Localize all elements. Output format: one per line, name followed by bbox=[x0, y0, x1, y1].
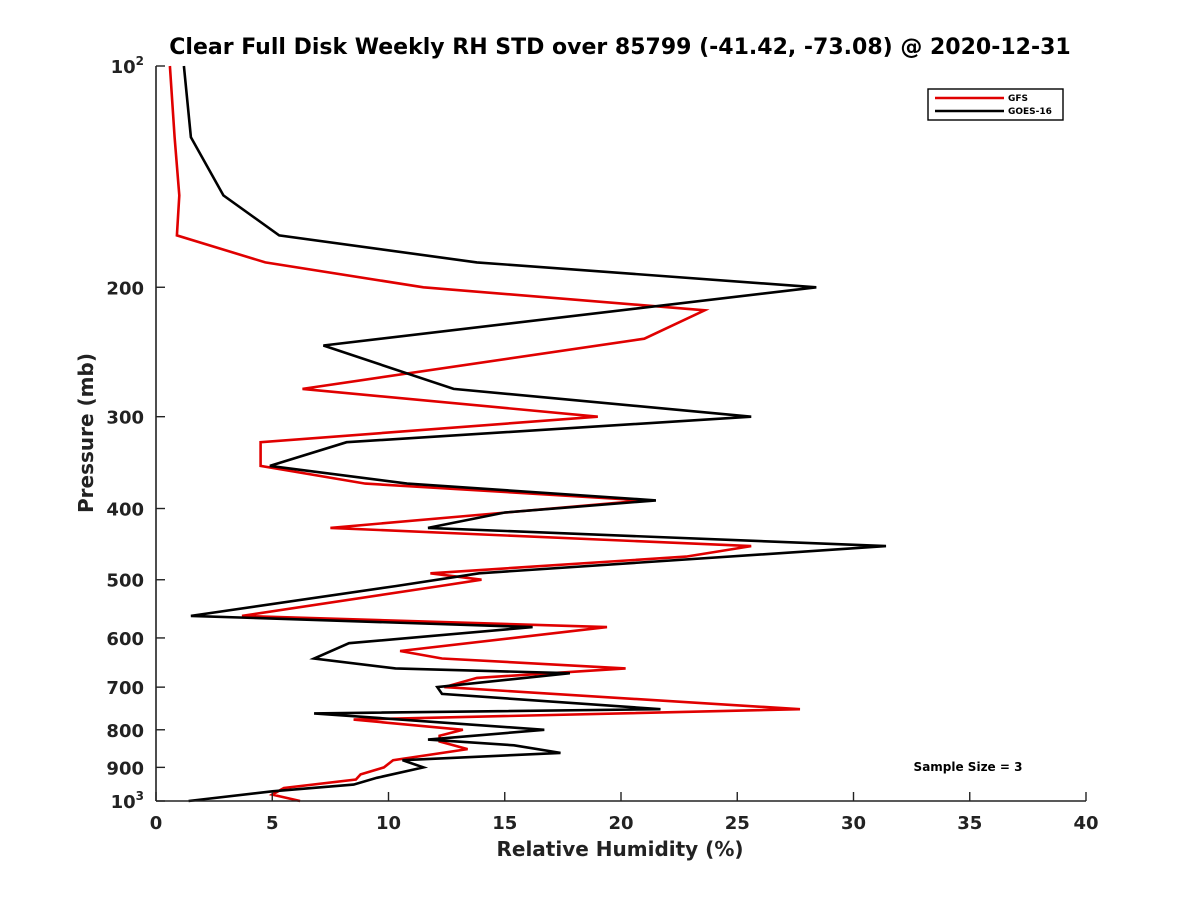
x-tick-label: 35 bbox=[957, 813, 982, 834]
legend-box bbox=[927, 88, 1064, 121]
y-axis-label: Pressure (mb) bbox=[74, 353, 98, 513]
y-tick-label: 500 bbox=[106, 571, 144, 592]
x-tick-label: 5 bbox=[266, 813, 279, 834]
legend-label-0: GFS bbox=[1008, 94, 1028, 104]
y-tick-label: 400 bbox=[106, 500, 144, 521]
chart-title: Clear Full Disk Weekly RH STD over 85799… bbox=[169, 35, 1070, 60]
x-tick-label: 15 bbox=[492, 813, 517, 834]
x-tick-label: 40 bbox=[1073, 813, 1098, 834]
x-tick-label: 25 bbox=[725, 813, 750, 834]
x-tick-label: 30 bbox=[841, 813, 866, 834]
x-tick-label: 20 bbox=[608, 813, 633, 834]
sample-size-annotation: Sample Size = 3 bbox=[914, 760, 1023, 774]
y-tick-label: 700 bbox=[106, 678, 144, 699]
x-tick-label: 10 bbox=[376, 813, 401, 834]
legend: GFS GOES-16 bbox=[927, 88, 1064, 121]
y-tick-label: 600 bbox=[106, 629, 144, 650]
x-axis-label: Relative Humidity (%) bbox=[496, 837, 743, 861]
series-layer bbox=[168, 65, 887, 803]
axes-layer: 0 5 10 15 20 25 30 35 40 102 200 300 400 500 600 700 800… bbox=[106, 54, 1098, 834]
y-tick-label: 200 bbox=[106, 278, 144, 299]
series-line-0 bbox=[168, 65, 801, 803]
y-tick-label: 900 bbox=[106, 758, 144, 779]
legend-label-1: GOES-16 bbox=[1008, 107, 1052, 117]
x-tick-label: 0 bbox=[150, 813, 163, 834]
y-tick-label: 102 bbox=[111, 54, 144, 78]
y-tick-label: 800 bbox=[106, 721, 144, 742]
y-tick-label: 300 bbox=[106, 408, 144, 429]
y-tick-label: 103 bbox=[111, 789, 144, 813]
series-line-1 bbox=[182, 65, 887, 803]
